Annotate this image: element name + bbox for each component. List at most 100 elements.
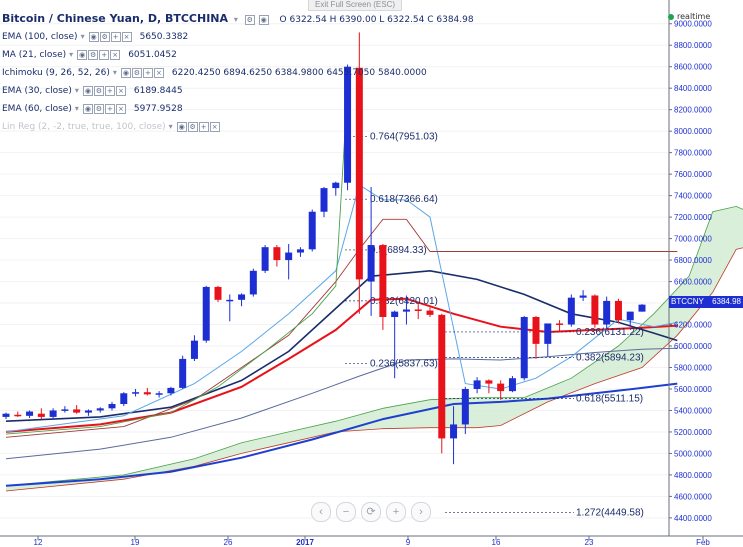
- visibility-icon[interactable]: ◉: [176, 121, 187, 132]
- settings-icon[interactable]: ⚙: [244, 14, 255, 25]
- add-icon[interactable]: +: [110, 31, 121, 42]
- candle-body: [273, 247, 281, 261]
- candle-body: [49, 410, 57, 417]
- zoom-controls: ‹ − ⟳ + ›: [311, 502, 436, 522]
- candle-body: [308, 211, 316, 250]
- candle-body: [190, 340, 198, 359]
- settings-icon[interactable]: ⚙: [131, 67, 142, 78]
- candlestick-series: [2, 32, 646, 465]
- chevron-down-icon[interactable]: ▾: [168, 122, 173, 131]
- scroll-right-button[interactable]: ›: [411, 502, 431, 522]
- candle-body: [73, 409, 81, 413]
- candle-body: [414, 309, 422, 311]
- indicator-value: 5977.9528: [133, 104, 183, 114]
- candle-body: [61, 409, 69, 411]
- candle-body: [120, 393, 128, 405]
- fib-level-label: 1.272(4449.58): [576, 508, 644, 519]
- scroll-left-button[interactable]: ‹: [311, 502, 331, 522]
- candle-body: [614, 300, 622, 321]
- y-tick-label: 5400.0000: [674, 406, 712, 415]
- ma-21-line: [5, 269, 678, 422]
- zoom-out-button[interactable]: −: [336, 502, 356, 522]
- candle-body: [296, 249, 304, 253]
- y-tick-label: 8400.0000: [674, 84, 712, 93]
- candle-body: [367, 245, 375, 282]
- y-tick-label: 8600.0000: [674, 63, 712, 72]
- fib-level-label: 0.236(5837.63): [370, 358, 438, 369]
- candle-body: [132, 392, 140, 394]
- indicator-row: Ichimoku (9, 26, 52, 26) ▾ ◉ ⚙ + × 6220.4250 6…: [0, 64, 474, 82]
- candle-body: [520, 317, 528, 379]
- y-tick-label: 8200.0000: [674, 106, 712, 115]
- visibility-icon[interactable]: ◉: [82, 85, 93, 96]
- exit-full-screen-button[interactable]: Exit Full Screen (ESC): [308, 0, 403, 11]
- candle-body: [485, 380, 493, 384]
- indicator-label: EMA (60, close): [2, 104, 72, 114]
- candle-body: [320, 188, 328, 212]
- add-icon[interactable]: +: [104, 85, 115, 96]
- visibility-icon[interactable]: ◉: [258, 14, 269, 25]
- x-tick-label: 19: [131, 538, 140, 547]
- candle-body: [285, 252, 293, 261]
- close-icon[interactable]: ×: [110, 49, 121, 60]
- indicator-legend: Bitcoin / Chinese Yuan, D, BTCCHINA ▾ ⚙ …: [0, 10, 474, 136]
- y-tick-label: 6600.0000: [674, 278, 712, 287]
- visibility-icon[interactable]: ◉: [82, 103, 93, 114]
- reset-button[interactable]: ⟳: [361, 502, 381, 522]
- ichimoku-conversion-line: [5, 184, 678, 433]
- candle-body: [202, 286, 210, 341]
- ichimoku-lagging-line: [5, 88, 349, 435]
- y-tick-label: 4600.0000: [674, 492, 712, 501]
- candle-body: [355, 67, 363, 280]
- add-icon[interactable]: +: [104, 103, 115, 114]
- candle-body: [179, 358, 187, 388]
- settings-icon[interactable]: ⚙: [88, 49, 99, 60]
- y-tick-label: 8000.0000: [674, 127, 712, 136]
- candle-body: [96, 408, 104, 411]
- chevron-down-icon[interactable]: ▾: [74, 86, 79, 95]
- zoom-in-button[interactable]: +: [386, 502, 406, 522]
- candle-body: [238, 294, 246, 300]
- close-icon[interactable]: ×: [115, 85, 126, 96]
- symbol-title: Bitcoin / Chinese Yuan, D, BTCCHINA: [2, 12, 229, 25]
- close-icon[interactable]: ×: [153, 67, 164, 78]
- close-icon[interactable]: ×: [121, 31, 132, 42]
- chevron-down-icon[interactable]: ▾: [233, 15, 238, 24]
- close-icon[interactable]: ×: [209, 121, 220, 132]
- price-tag-symbol: BTCCNY: [671, 297, 704, 306]
- ichimoku-cloud: [5, 205, 743, 492]
- candle-body: [544, 323, 552, 344]
- y-tick-label: 8800.0000: [674, 41, 712, 50]
- candle-body: [579, 295, 587, 298]
- settings-icon[interactable]: ⚙: [93, 103, 104, 114]
- settings-icon[interactable]: ⚙: [187, 121, 198, 132]
- chevron-down-icon[interactable]: ▾: [80, 32, 85, 41]
- candle-body: [450, 424, 458, 439]
- x-tick-label: 23: [585, 538, 594, 547]
- visibility-icon[interactable]: ◉: [88, 31, 99, 42]
- fib-level-label: 0.236(6131.22): [576, 327, 644, 338]
- add-icon[interactable]: +: [142, 67, 153, 78]
- chevron-down-icon[interactable]: ▾: [69, 50, 74, 59]
- indicator-label: EMA (100, close): [2, 32, 78, 42]
- close-icon[interactable]: ×: [115, 103, 126, 114]
- settings-icon[interactable]: ⚙: [99, 31, 110, 42]
- chevron-down-icon[interactable]: ▾: [74, 104, 79, 113]
- indicator-value: 5650.3382: [139, 32, 189, 42]
- indicator-label: Lin Reg (2, -2, true, true, 100, close): [2, 122, 166, 132]
- y-tick-label: 9000.0000: [674, 20, 712, 29]
- visibility-icon[interactable]: ◉: [120, 67, 131, 78]
- y-tick-label: 5800.0000: [674, 363, 712, 372]
- settings-icon[interactable]: ⚙: [93, 85, 104, 96]
- x-tick-label: 9: [406, 538, 411, 547]
- candle-body: [532, 317, 540, 344]
- add-icon[interactable]: +: [198, 121, 209, 132]
- candle-body: [426, 310, 434, 315]
- visibility-icon[interactable]: ◉: [77, 49, 88, 60]
- y-tick-label: 7400.0000: [674, 192, 712, 201]
- realtime-label: realtime: [677, 12, 711, 21]
- y-tick-label: 5200.0000: [674, 428, 712, 437]
- chevron-down-icon[interactable]: ▾: [112, 68, 117, 77]
- add-icon[interactable]: +: [99, 49, 110, 60]
